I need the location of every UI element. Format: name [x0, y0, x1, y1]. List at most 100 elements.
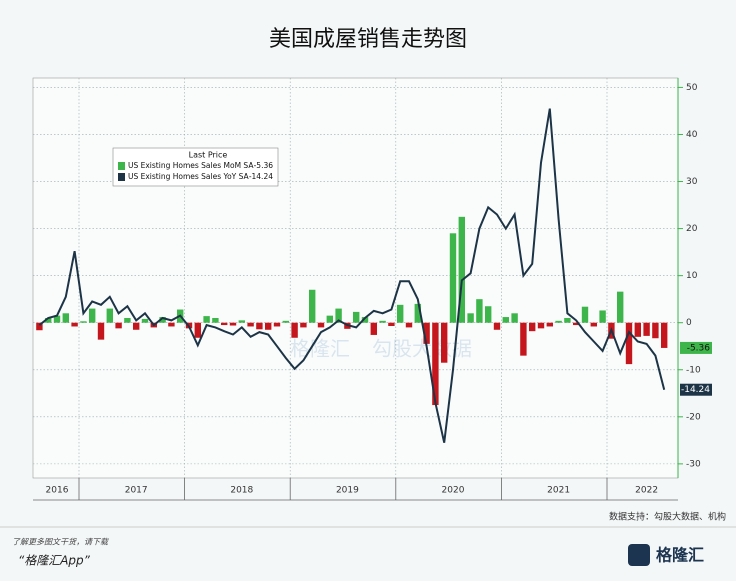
y-tick-label: 40: [686, 130, 698, 140]
bar: [370, 322, 377, 335]
bar: [449, 233, 457, 323]
bar: [520, 322, 527, 356]
chart-title: 美国成屋销售走势图: [269, 27, 467, 52]
x-tick-label: 2022: [635, 486, 658, 496]
bar: [476, 299, 483, 323]
bar: [247, 322, 254, 327]
bar: [335, 308, 342, 323]
bar: [282, 320, 289, 323]
footer-text: 了解更多图文干货，请下载: [12, 538, 109, 547]
bar: [397, 304, 404, 323]
bar: [212, 318, 219, 323]
bar: [493, 322, 501, 330]
source: 数据支持：勾股大数据、机构: [609, 511, 726, 523]
bar: [273, 322, 281, 327]
bar: [529, 322, 536, 332]
logo-icon: [628, 544, 650, 566]
line: [38, 108, 666, 443]
bar: [291, 322, 298, 338]
y-tick-label: 0: [686, 318, 692, 328]
bar: [159, 317, 166, 323]
value-tag-label: -14.24: [681, 385, 710, 395]
legend-value: -5.36: [254, 161, 274, 170]
legend-label: US Existing Homes Sales YoY SA: [128, 172, 250, 181]
bar: [564, 318, 571, 323]
y-tick-label: -20: [686, 412, 701, 422]
x-tick-label: 2016: [46, 486, 69, 496]
value-tag: [680, 341, 712, 354]
bar: [405, 322, 413, 328]
bar: [141, 318, 149, 323]
bar: [203, 316, 210, 323]
y-tick-label: 20: [686, 224, 698, 234]
legend-swatch: [118, 173, 125, 181]
legend-value: -14.24: [249, 172, 273, 181]
plot-area: [32, 77, 679, 479]
watermark-text: 格隆汇: [290, 337, 350, 361]
bar: [45, 318, 52, 323]
y-tick-label: 10: [686, 271, 698, 281]
bar: [317, 322, 325, 328]
legend-label: US Existing Homes Sales MoM SA: [128, 161, 254, 170]
bar: [115, 322, 122, 329]
legend: [112, 147, 279, 187]
bar: [458, 216, 465, 323]
bar: [238, 320, 245, 323]
bar: [652, 322, 659, 339]
bar: [432, 322, 439, 406]
bar: [467, 313, 474, 323]
bar: [89, 308, 96, 323]
bar: [168, 322, 175, 327]
bar: [441, 322, 448, 363]
x-tick-label: 2019: [336, 486, 359, 496]
y-tick-label: -10: [686, 365, 701, 375]
bar: [502, 317, 509, 323]
y-tick-label: -30: [686, 459, 701, 469]
bar: [661, 322, 668, 348]
bar: [634, 322, 641, 337]
bar: [309, 289, 316, 323]
bar: [617, 291, 624, 323]
y-tick-label: 50: [686, 83, 698, 93]
bar: [423, 322, 430, 344]
bar: [97, 322, 105, 340]
y-tick-label: 30: [686, 177, 698, 187]
bar: [80, 321, 87, 323]
bar: [106, 308, 113, 323]
bar: [625, 322, 633, 365]
bar: [573, 322, 580, 326]
x-tick-label: 2020: [442, 486, 465, 496]
bar: [546, 322, 553, 327]
bar: [353, 311, 360, 323]
x-tick-label: 2017: [125, 486, 148, 496]
bar: [62, 313, 69, 323]
legend-title: Last Price: [189, 151, 228, 160]
logo-text: 格隆汇: [656, 546, 704, 565]
bar: [133, 322, 140, 330]
bar: [599, 310, 606, 323]
bar: [388, 322, 395, 326]
bar: [590, 322, 597, 327]
bar: [379, 320, 386, 323]
bar: [36, 322, 43, 331]
bar: [53, 315, 61, 323]
bar: [643, 322, 650, 336]
bar: [537, 322, 545, 329]
bar: [414, 303, 421, 323]
legend-swatch: [118, 162, 125, 170]
bar: [124, 318, 131, 323]
value-tag-label: -5.36: [687, 343, 711, 353]
bar: [555, 320, 562, 323]
x-tick-label: 2021: [547, 486, 570, 496]
bar: [265, 322, 272, 330]
bar: [229, 322, 237, 326]
bar: [511, 313, 518, 323]
footer-app: “格隆汇App”: [18, 554, 91, 568]
bar: [194, 322, 201, 338]
bar: [221, 322, 228, 326]
watermark-text: 勾股大数据: [372, 337, 472, 361]
bar: [361, 317, 369, 323]
bar: [485, 306, 492, 323]
bar: [71, 322, 78, 327]
